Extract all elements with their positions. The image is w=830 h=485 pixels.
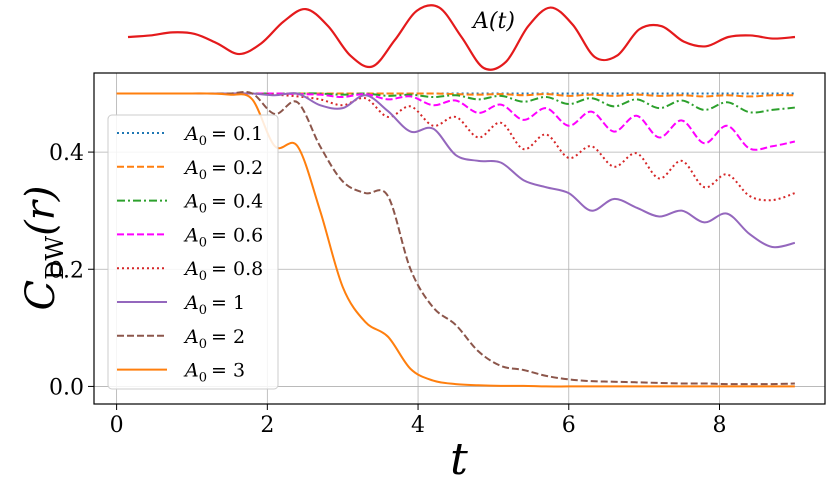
y-axis-label-sub: DW xyxy=(41,236,69,280)
series-line xyxy=(116,91,795,386)
legend-entry: A0 = 0.8 xyxy=(117,258,263,284)
y-tick-label: 0.2 xyxy=(49,258,84,283)
legend-entry: A0 = 2 xyxy=(117,326,245,352)
legend-box xyxy=(107,114,279,390)
legend-label: A0 = 0.6 xyxy=(183,224,263,250)
pulse-line xyxy=(127,4,796,71)
legend-entry: A0 = 3 xyxy=(117,360,245,386)
y-axis-label: CDW(r) xyxy=(18,186,69,311)
y-tick-label: 0.4 xyxy=(49,141,84,166)
legend: A0 = 0.1 A0 = 0.2 A0 = 0.4 A0 = 0.6 A0 = 0.8 A0 = 1… xyxy=(107,114,279,390)
series-line xyxy=(116,92,795,388)
x-tick-label: 6 xyxy=(562,413,576,438)
series-lines xyxy=(116,91,796,388)
y-tick-label: 0.0 xyxy=(49,375,84,400)
legend-entry: A0 = 0.1 xyxy=(117,123,263,149)
legend-label: A0 = 0.2 xyxy=(183,157,263,183)
legend-label: A0 = 3 xyxy=(183,360,245,386)
legend-label: A0 = 1 xyxy=(183,292,245,318)
x-tick-label: 4 xyxy=(411,413,425,438)
drive-pulse-inset: A(t) xyxy=(127,4,796,71)
legend-label: A0 = 2 xyxy=(183,326,245,352)
pulse-title: A(t) xyxy=(471,9,515,34)
x-tick-label: 8 xyxy=(712,413,726,438)
main-plot: 0 2 4 6 80.00.20.4 A0 = 0.1A0 = 0.2A0 = 0.4A0 = … xyxy=(18,72,826,485)
plot-frame xyxy=(93,72,826,405)
legend-label: A0 = 0.8 xyxy=(183,258,263,284)
legend-entry: A0 = 0.4 xyxy=(117,191,263,217)
legend-label: A0 = 0.4 xyxy=(183,191,263,217)
legend-entry: A0 = 0.2 xyxy=(117,157,263,183)
x-tick-label: 2 xyxy=(260,413,274,438)
ticks: 0 2 4 6 8 0.0 0.2 0.4 xyxy=(49,141,726,438)
x-axis-label: t xyxy=(450,434,468,485)
legend-entry: A0 = 0.6 xyxy=(117,224,263,250)
y-axis-label-main: C xyxy=(18,280,64,311)
svg-text:CDW(r): CDW(r) xyxy=(18,186,69,311)
series-line xyxy=(116,92,796,202)
legend-entry: A0 = 1 xyxy=(117,292,245,318)
x-tick-label: 0 xyxy=(110,413,124,438)
legend-label: A0 = 0.1 xyxy=(183,123,263,149)
y-axis-label-arg: (r) xyxy=(18,186,64,236)
